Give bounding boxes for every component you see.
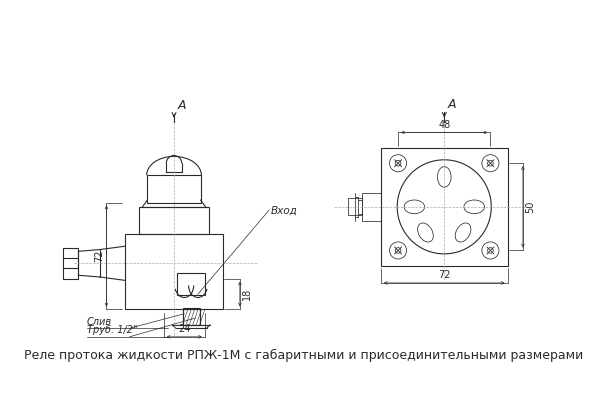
Text: 48: 48 <box>438 120 451 130</box>
Bar <box>381 148 508 266</box>
Bar <box>182 310 199 325</box>
Text: A: A <box>178 99 186 112</box>
Bar <box>139 207 209 234</box>
Text: 18: 18 <box>243 288 252 300</box>
Text: 72: 72 <box>438 270 451 280</box>
Text: Вход: Вход <box>271 205 297 215</box>
Text: Реле протока жидкости РПЖ-1М с габаритными и присоединительными размерами: Реле протока жидкости РПЖ-1М с габаритны… <box>24 349 584 362</box>
Bar <box>63 248 78 279</box>
Text: A: A <box>447 98 456 111</box>
Bar <box>362 193 381 220</box>
Text: 72: 72 <box>94 250 104 262</box>
Text: 50: 50 <box>525 201 536 213</box>
Text: 24: 24 <box>178 324 190 334</box>
Bar <box>182 308 199 325</box>
Text: Слив: Слив <box>87 316 112 326</box>
Bar <box>178 273 205 295</box>
Bar <box>348 198 362 215</box>
Bar <box>125 234 223 310</box>
Bar <box>147 175 201 202</box>
Text: Труб. 1/2": Труб. 1/2" <box>87 325 137 335</box>
